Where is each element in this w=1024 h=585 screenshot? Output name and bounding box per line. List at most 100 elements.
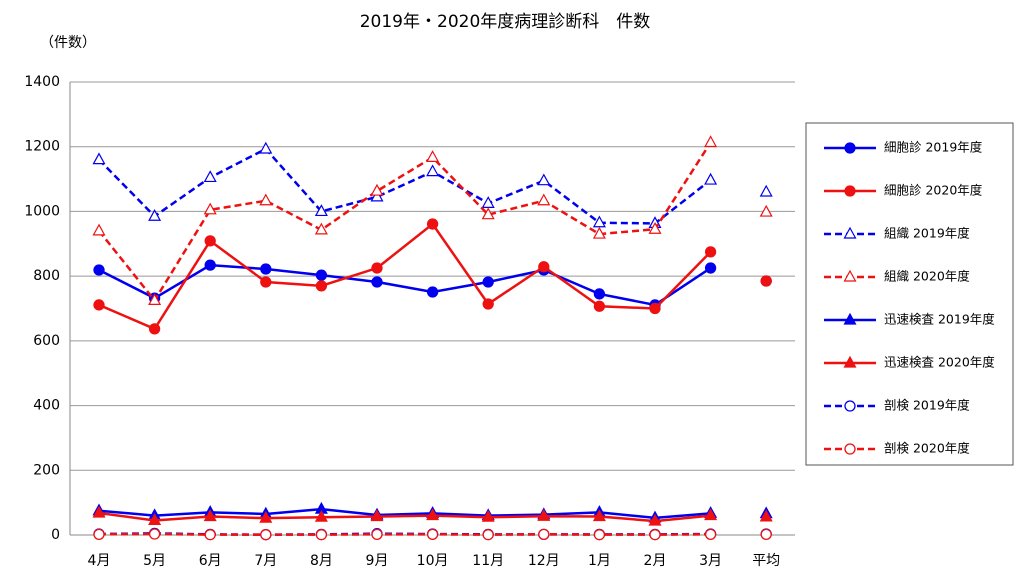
legend-label: 組織 2020年度 xyxy=(884,269,970,284)
point xyxy=(315,269,328,281)
point xyxy=(148,323,161,335)
x-tick-label: 10月 xyxy=(417,553,449,569)
x-tick-label: 2月 xyxy=(644,553,667,569)
average-point xyxy=(759,204,773,217)
point xyxy=(204,235,216,247)
series-line xyxy=(98,507,711,520)
point xyxy=(92,223,106,236)
legend-marker xyxy=(844,443,856,455)
point xyxy=(371,262,383,274)
point xyxy=(371,276,383,288)
point xyxy=(203,170,217,183)
point xyxy=(592,226,606,239)
point xyxy=(426,286,439,298)
chart-title: 2019年・2020年度病理診断科 件数 xyxy=(360,12,651,32)
point xyxy=(259,141,273,154)
y-tick-label: 200 xyxy=(33,462,60,478)
legend-marker xyxy=(844,142,856,154)
y-tick-label: 1000 xyxy=(24,203,60,219)
point xyxy=(704,172,718,185)
x-tick-label: 7月 xyxy=(254,553,277,569)
y-tick-label: 800 xyxy=(33,268,60,284)
legend-box xyxy=(805,122,1014,466)
point xyxy=(593,300,606,312)
point xyxy=(481,207,495,220)
point xyxy=(260,529,272,541)
point xyxy=(426,218,439,230)
series-line xyxy=(98,147,712,225)
point xyxy=(482,298,494,310)
point xyxy=(704,246,717,258)
x-tick-label: 6月 xyxy=(199,553,222,569)
legend-label: 剖検 2019年度 xyxy=(884,398,970,413)
legend-marker xyxy=(843,226,857,239)
point xyxy=(649,529,661,541)
point xyxy=(204,529,216,541)
point xyxy=(204,259,216,271)
point xyxy=(426,508,440,521)
point xyxy=(538,528,550,541)
average-point xyxy=(759,184,773,197)
average-point xyxy=(759,509,773,522)
point xyxy=(259,510,273,523)
legend-label: 組織 2019年度 xyxy=(884,226,970,241)
point xyxy=(260,276,272,288)
point xyxy=(538,261,550,273)
point xyxy=(481,196,495,208)
legend-label: 迅速検査 2019年度 xyxy=(884,312,995,327)
x-tick-label: 3月 xyxy=(699,553,722,569)
point xyxy=(704,528,717,541)
point xyxy=(314,204,328,217)
legend-marker xyxy=(844,185,856,197)
point xyxy=(648,221,662,234)
x-tick-label: 4月 xyxy=(88,553,111,569)
point xyxy=(370,189,384,202)
x-tick-label: 12月 xyxy=(528,553,560,569)
legend-marker xyxy=(843,269,857,282)
point xyxy=(148,293,162,306)
point xyxy=(148,513,162,526)
average-point xyxy=(760,275,772,287)
x-tick-label: 9月 xyxy=(366,553,389,569)
series-line xyxy=(98,141,712,303)
legend-label: 剖検 2020年度 xyxy=(884,441,970,456)
legend-marker xyxy=(843,355,857,368)
point xyxy=(370,183,384,196)
legend-label: 迅速検査 2020年度 xyxy=(884,355,995,370)
y-axis-label: （件数） xyxy=(40,35,96,51)
point xyxy=(481,509,495,522)
point xyxy=(593,288,606,300)
point xyxy=(315,529,328,541)
x-tick-label: 平均 xyxy=(752,553,780,569)
point xyxy=(148,528,161,540)
legend-marker xyxy=(844,400,856,412)
point xyxy=(426,528,439,541)
series-line xyxy=(98,222,712,331)
point xyxy=(148,209,162,221)
point xyxy=(537,173,551,186)
point xyxy=(704,135,718,148)
point xyxy=(314,222,328,235)
point xyxy=(92,505,106,518)
series-line xyxy=(98,511,711,523)
average-point xyxy=(760,528,772,541)
point xyxy=(482,529,494,541)
series-line xyxy=(98,532,711,536)
x-tick-label: 5月 xyxy=(143,553,166,569)
legend-marker xyxy=(843,312,857,325)
point xyxy=(648,513,662,526)
x-tick-label: 1月 xyxy=(588,553,611,569)
point xyxy=(203,509,217,522)
point xyxy=(370,509,384,522)
point xyxy=(92,152,106,165)
point xyxy=(93,299,105,311)
point xyxy=(537,508,551,521)
point xyxy=(649,302,661,315)
point xyxy=(315,280,328,292)
point xyxy=(704,508,718,521)
point xyxy=(203,202,217,215)
point xyxy=(592,509,606,522)
y-tick-label: 600 xyxy=(33,333,60,349)
